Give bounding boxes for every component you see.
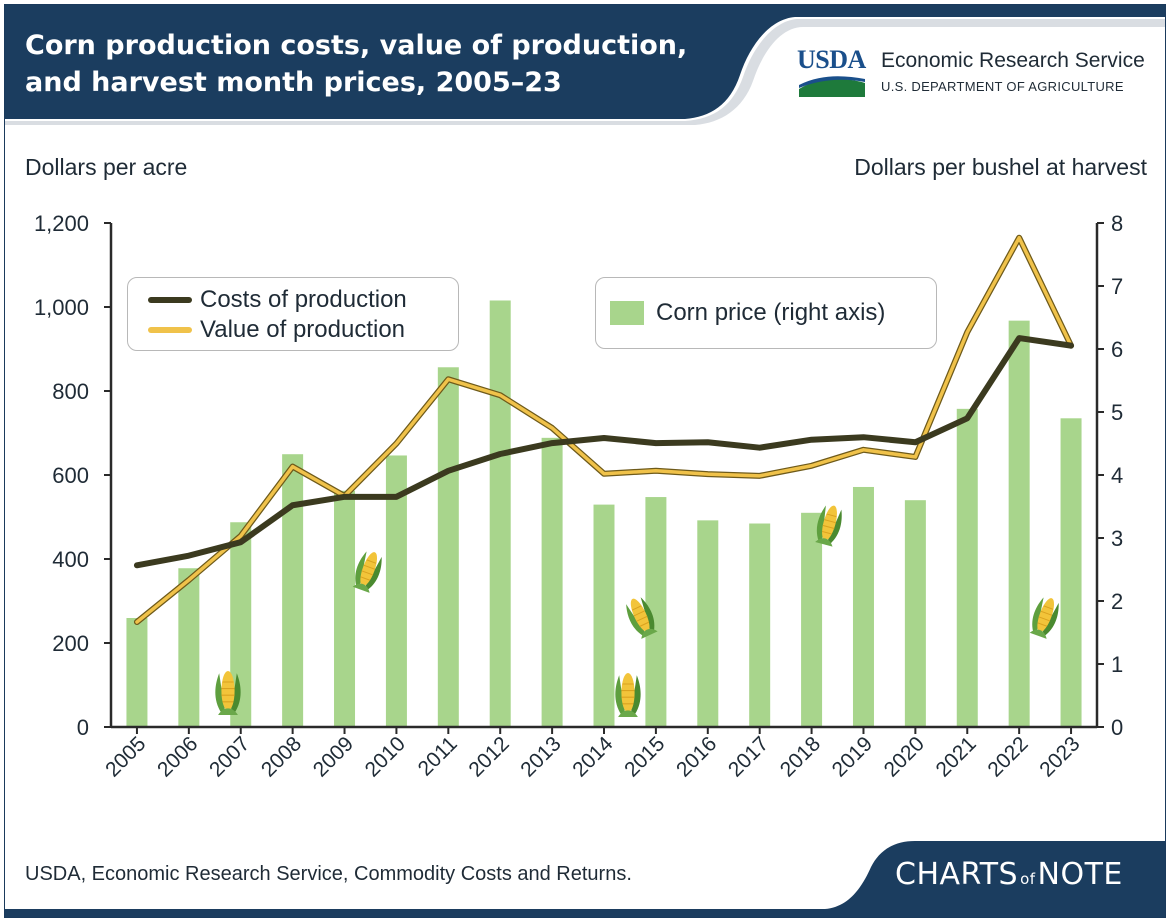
y-tick-label-left: 1,000 <box>34 295 89 320</box>
bar-corn-price <box>645 497 667 727</box>
series-line-value-of-production <box>135 235 1073 624</box>
agency-name: Economic Research Service <box>881 49 1145 72</box>
legend-item-price: Corn price (right axis) <box>610 299 885 327</box>
x-tick-label: 2012 <box>464 732 513 781</box>
bar-corn-price <box>437 367 459 727</box>
x-tick-label: 2008 <box>257 732 306 781</box>
x-tick-label: 2005 <box>101 732 150 781</box>
legend-swatch-price <box>610 301 644 325</box>
x-tick-label: 2017 <box>724 732 773 781</box>
bar-corn-price <box>385 455 407 727</box>
x-tick-label: 2015 <box>620 732 669 781</box>
brand-note: NOTE <box>1037 857 1123 892</box>
x-tick-label: 2011 <box>414 732 462 780</box>
x-tick-label: 2009 <box>309 732 358 781</box>
corn-cob-icon <box>615 673 641 717</box>
y-tick-label-right: 5 <box>1111 400 1123 425</box>
usda-logo-text: USDA <box>797 45 866 74</box>
y-tick-label-left: 400 <box>52 547 89 572</box>
x-tick-label: 2021 <box>932 732 981 781</box>
x-tick-label: 2019 <box>828 732 877 781</box>
brand-of: of <box>1020 870 1036 888</box>
chart-svg: Dollars per acre Dollars per bushel at ha… <box>25 154 1148 782</box>
y-tick-label-right: 8 <box>1111 211 1123 236</box>
bar-corn-price <box>334 490 356 727</box>
bar-corn-price <box>904 500 926 727</box>
y-tick-label-right: 0 <box>1111 715 1123 740</box>
bar-legend: Corn price (right axis) <box>595 277 937 349</box>
corn-cob-icon <box>626 597 658 639</box>
bar-corn-price <box>126 618 148 727</box>
legend-item-value: Value of production <box>148 316 405 344</box>
y-tick-label-left: 800 <box>52 379 89 404</box>
charts-of-note-logo: CHARTS ofNOTE <box>895 857 1123 892</box>
x-tick-label: 2013 <box>516 732 565 781</box>
bar-corn-price <box>489 300 511 727</box>
legend-label-costs: Costs of production <box>200 286 407 313</box>
header-band-dark <box>5 5 1165 119</box>
corn-cob-icon <box>1029 597 1059 639</box>
bar-corn-price <box>749 523 771 727</box>
chart-title: Corn production costs, value of producti… <box>25 27 725 101</box>
chart-frame: Corn production costs, value of producti… <box>4 4 1166 918</box>
brand-charts: CHARTS <box>895 857 1019 892</box>
x-tick-label: 2006 <box>153 732 202 781</box>
corn-cob-icon <box>352 551 382 593</box>
corn-cob-icon <box>815 505 842 547</box>
y-tick-label-right: 1 <box>1111 652 1123 677</box>
x-tick-label: 2023 <box>1035 732 1084 781</box>
x-tick-label: 2018 <box>776 732 825 781</box>
x-tick-label: 2022 <box>983 732 1032 781</box>
x-tick-label: 2014 <box>568 732 618 782</box>
legend-swatch-value <box>148 327 192 333</box>
line-legend: Costs of production Value of production <box>127 277 459 351</box>
series-line-costs-of-production <box>133 335 1075 569</box>
y-tick-label-left: 600 <box>52 463 89 488</box>
bar-corn-price <box>852 486 874 727</box>
y-tick-label-left: 0 <box>77 715 89 740</box>
x-tick-label: 2020 <box>880 732 929 781</box>
usda-logo-mark: USDA <box>795 45 866 97</box>
y-tick-label-right: 4 <box>1111 463 1123 488</box>
legend-item-costs: Costs of production <box>148 286 407 314</box>
title-line-2: and harvest month prices, 2005–23 <box>25 67 562 98</box>
y-tick-label-right: 7 <box>1111 274 1123 299</box>
y-tick-label-left: 200 <box>52 631 89 656</box>
bar-corn-price <box>178 568 200 727</box>
x-tick-label: 2007 <box>205 732 254 781</box>
legend-swatch-costs <box>148 297 192 303</box>
y-tick-label-left: 1,200 <box>34 211 89 236</box>
header-band <box>5 5 1165 125</box>
legend-label-price: Corn price (right axis) <box>656 299 886 326</box>
bar-corn-price <box>697 520 719 727</box>
x-tick-label: 2010 <box>361 732 410 781</box>
department-name: U.S. DEPARTMENT OF AGRICULTURE <box>881 79 1124 94</box>
y-axis-left-title: Dollars per acre <box>25 154 187 180</box>
bar-corn-price <box>1060 418 1082 727</box>
bar-corn-price <box>956 408 978 727</box>
bar-corn-price <box>1008 320 1030 727</box>
source-note: USDA, Economic Research Service, Commodi… <box>25 863 632 885</box>
bar-corn-price <box>230 522 252 727</box>
y-tick-label-right: 2 <box>1111 589 1123 614</box>
bar-corn-price <box>801 512 823 727</box>
bar-corn-price <box>282 454 304 727</box>
usda-field-icon <box>799 76 865 97</box>
legend-label-value: Value of production <box>200 316 406 343</box>
y-axis-right-title: Dollars per bushel at harvest <box>854 154 1147 180</box>
corn-cob-icon <box>215 671 241 715</box>
bar-corn-price <box>541 437 563 727</box>
x-tick-label: 2016 <box>672 732 721 781</box>
title-line-1: Corn production costs, value of producti… <box>25 30 688 61</box>
bar-corn-price <box>593 504 615 727</box>
y-tick-label-right: 3 <box>1111 526 1123 551</box>
y-tick-label-right: 6 <box>1111 337 1123 362</box>
